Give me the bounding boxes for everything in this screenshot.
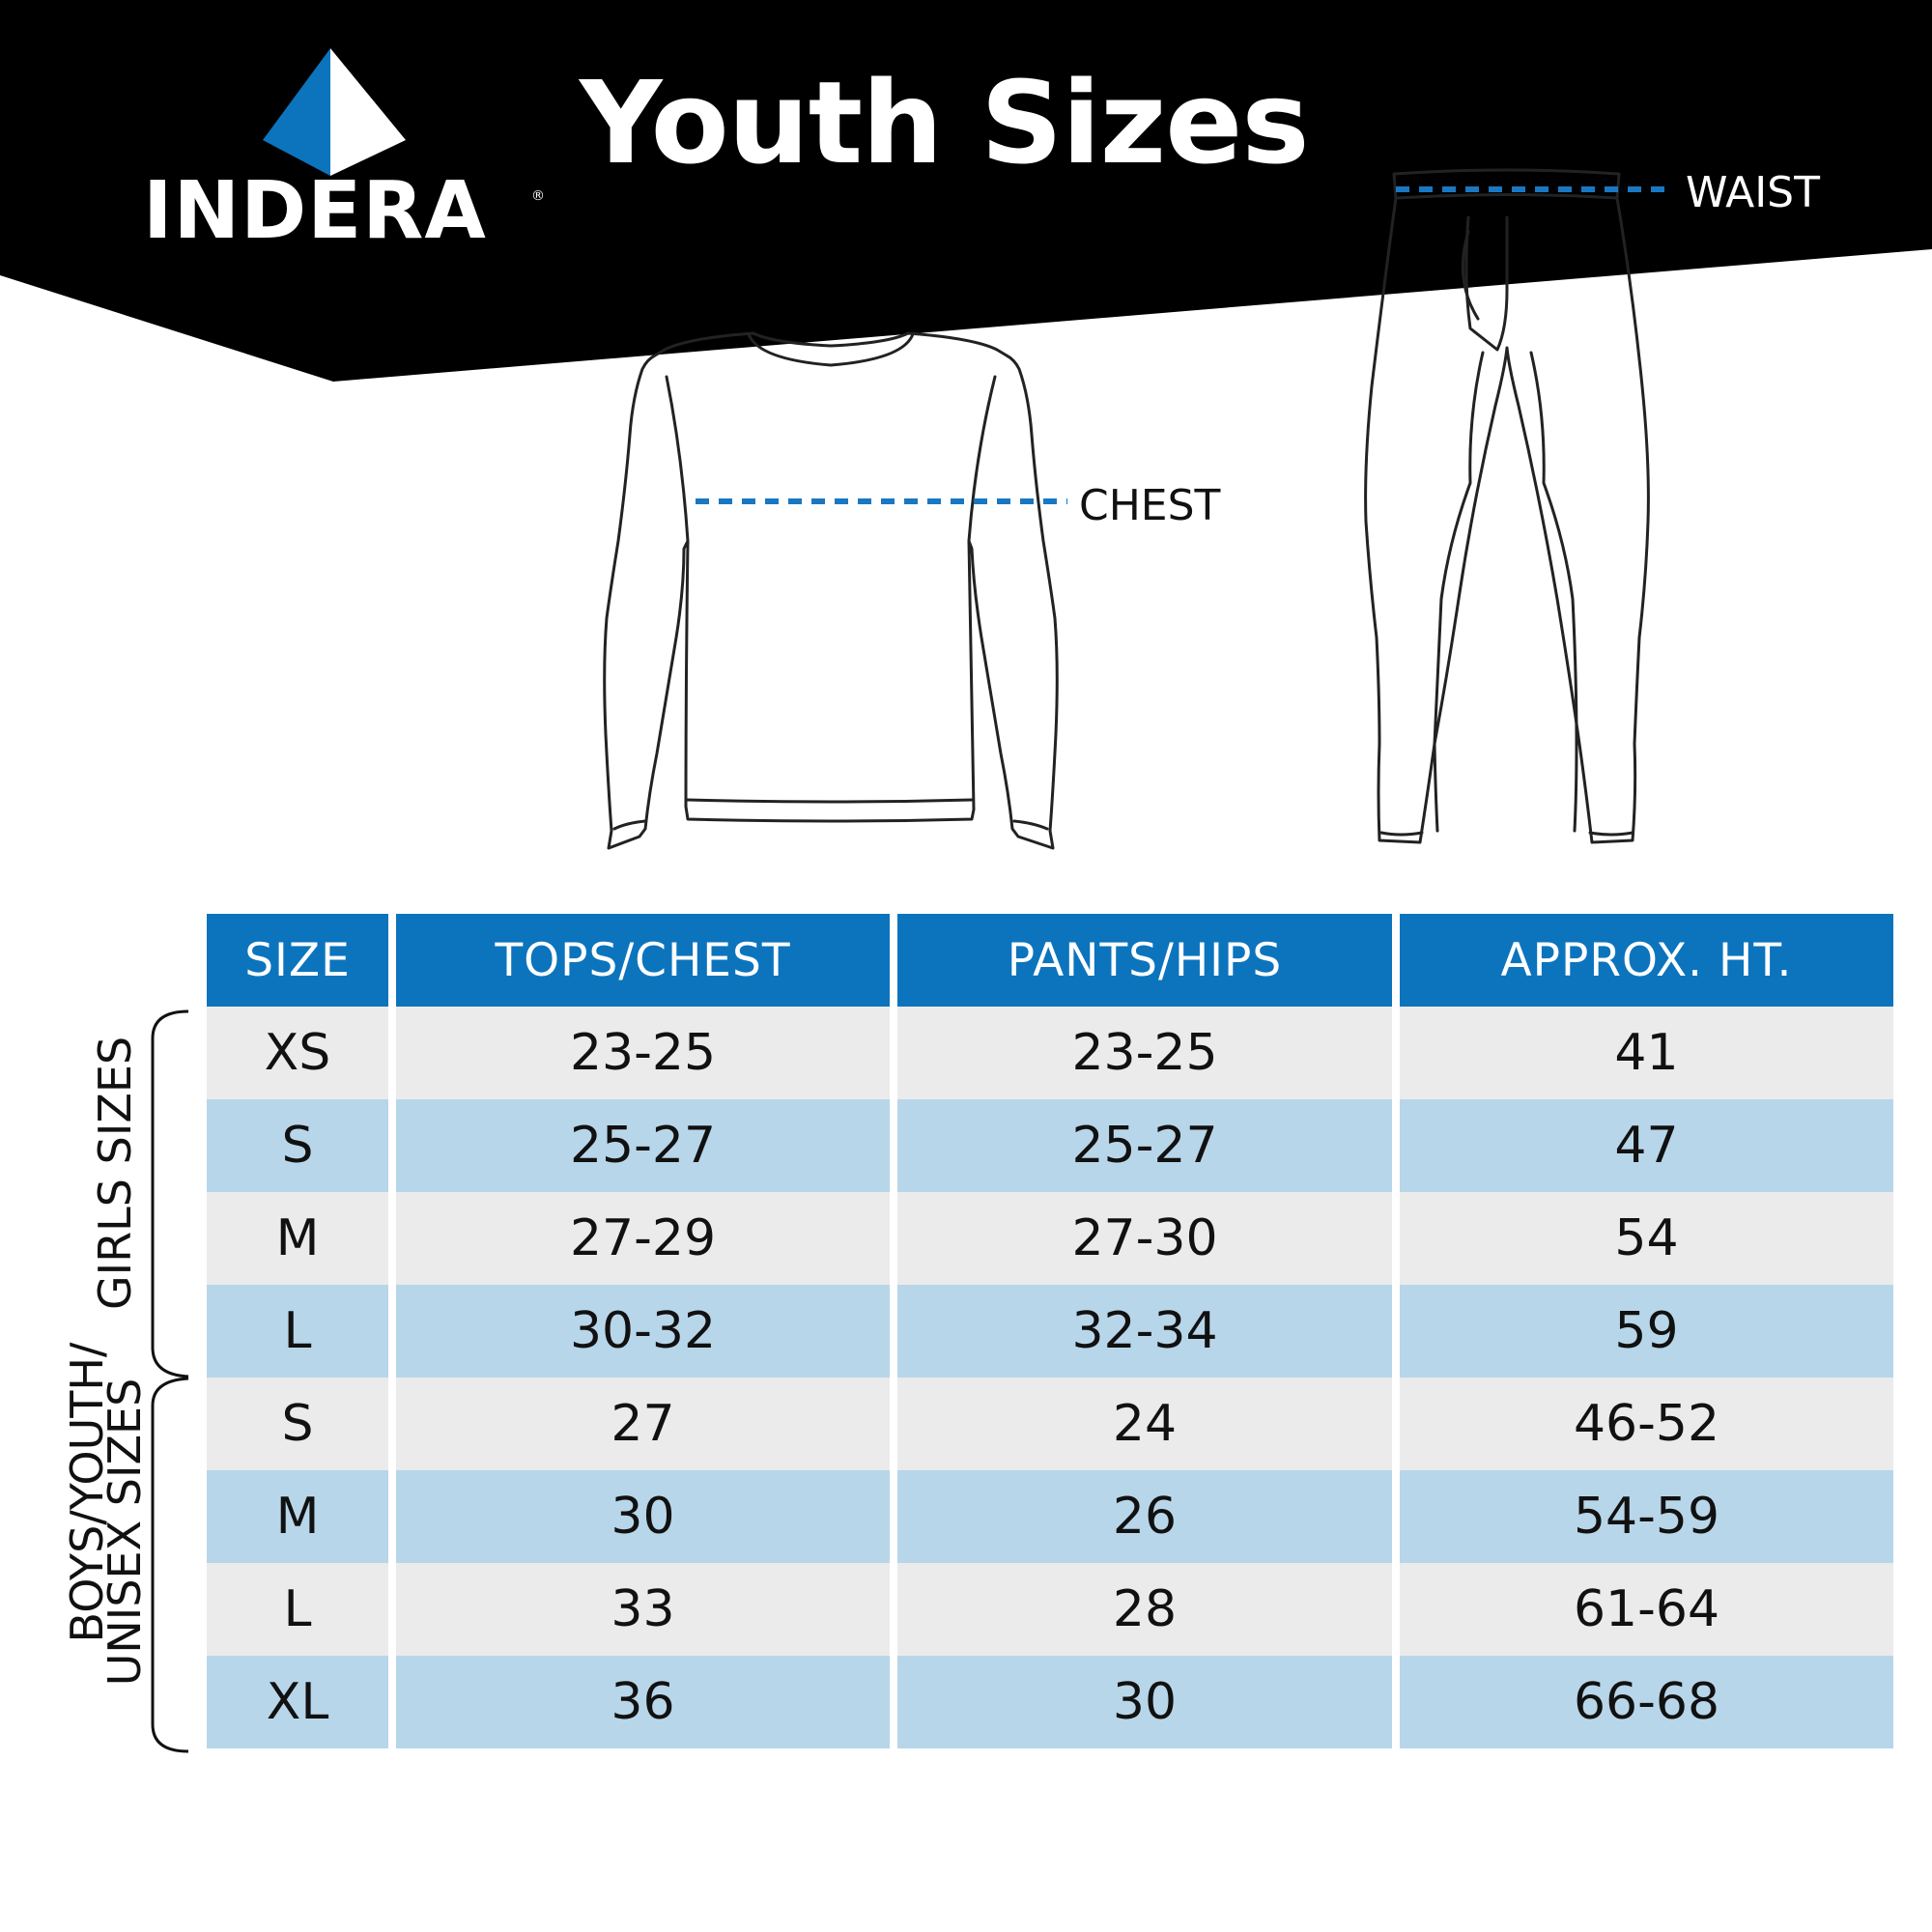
height-cell: 59 bbox=[1400, 1285, 1893, 1378]
registered-mark: ® bbox=[531, 188, 545, 204]
boys-sizes-label-line2: UNISEX SIZES bbox=[99, 1378, 151, 1687]
header-pants-hips: PANTS/HIPS bbox=[897, 914, 1392, 1007]
size-cell: XL bbox=[207, 1656, 388, 1748]
header-tops-chest: TOPS/CHEST bbox=[396, 914, 890, 1007]
page-title: Youth Sizes bbox=[580, 56, 1310, 189]
table-row: M 27-29 27-30 54 bbox=[207, 1192, 1893, 1285]
garment-illustrations bbox=[603, 168, 1671, 850]
size-cell: S bbox=[207, 1378, 388, 1470]
height-cell: 46-52 bbox=[1400, 1378, 1893, 1470]
height-cell: 41 bbox=[1400, 1007, 1893, 1099]
table-row: L 30-32 32-34 59 bbox=[207, 1285, 1893, 1378]
tops-cell: 23-25 bbox=[396, 1007, 890, 1099]
table-row: M 30 26 54-59 bbox=[207, 1470, 1893, 1563]
table-row: S 25-27 25-27 47 bbox=[207, 1099, 1893, 1192]
table-header-row: SIZE TOPS/CHEST PANTS/HIPS APPROX. HT. bbox=[207, 914, 1893, 1007]
size-cell: S bbox=[207, 1099, 388, 1192]
pants-cell: 26 bbox=[897, 1470, 1392, 1563]
tops-cell: 25-27 bbox=[396, 1099, 890, 1192]
chest-label: CHEST bbox=[1079, 481, 1221, 530]
tops-cell: 36 bbox=[396, 1656, 890, 1748]
height-cell: 54-59 bbox=[1400, 1470, 1893, 1563]
height-cell: 66-68 bbox=[1400, 1656, 1893, 1748]
height-cell: 61-64 bbox=[1400, 1563, 1893, 1656]
size-table: SIZE TOPS/CHEST PANTS/HIPS APPROX. HT. X… bbox=[199, 914, 1901, 1748]
pants-cell: 24 bbox=[897, 1378, 1392, 1470]
size-cell: L bbox=[207, 1285, 388, 1378]
header-approx-height: APPROX. HT. bbox=[1400, 914, 1893, 1007]
shirt-illustration bbox=[603, 331, 1059, 850]
header-size: SIZE bbox=[207, 914, 388, 1007]
table-row: L 33 28 61-64 bbox=[207, 1563, 1893, 1656]
pants-illustration bbox=[1364, 168, 1650, 844]
table-row: XL 36 30 66-68 bbox=[207, 1656, 1893, 1748]
pants-cell: 30 bbox=[897, 1656, 1392, 1748]
size-cell: M bbox=[207, 1470, 388, 1563]
header-band bbox=[0, 0, 1932, 382]
pants-cell: 32-34 bbox=[897, 1285, 1392, 1378]
height-cell: 47 bbox=[1400, 1099, 1893, 1192]
pants-cell: 23-25 bbox=[897, 1007, 1392, 1099]
pants-cell: 28 bbox=[897, 1563, 1392, 1656]
pants-cell: 27-30 bbox=[897, 1192, 1392, 1285]
tops-cell: 27-29 bbox=[396, 1192, 890, 1285]
size-cell: XS bbox=[207, 1007, 388, 1099]
brand-name: INDERA bbox=[143, 165, 487, 257]
height-cell: 54 bbox=[1400, 1192, 1893, 1285]
girls-sizes-label: GIRLS SIZES bbox=[89, 1036, 141, 1310]
waist-label: WAIST bbox=[1686, 168, 1820, 217]
pants-cell: 25-27 bbox=[897, 1099, 1392, 1192]
tops-cell: 27 bbox=[396, 1378, 890, 1470]
table-row: XS 23-25 23-25 41 bbox=[207, 1007, 1893, 1099]
size-cell: L bbox=[207, 1563, 388, 1656]
group-brackets bbox=[151, 1009, 189, 1753]
table-row: S 27 24 46-52 bbox=[207, 1378, 1893, 1470]
tops-cell: 30-32 bbox=[396, 1285, 890, 1378]
tops-cell: 33 bbox=[396, 1563, 890, 1656]
size-cell: M bbox=[207, 1192, 388, 1285]
indera-logo-icon bbox=[263, 48, 406, 176]
tops-cell: 30 bbox=[396, 1470, 890, 1563]
